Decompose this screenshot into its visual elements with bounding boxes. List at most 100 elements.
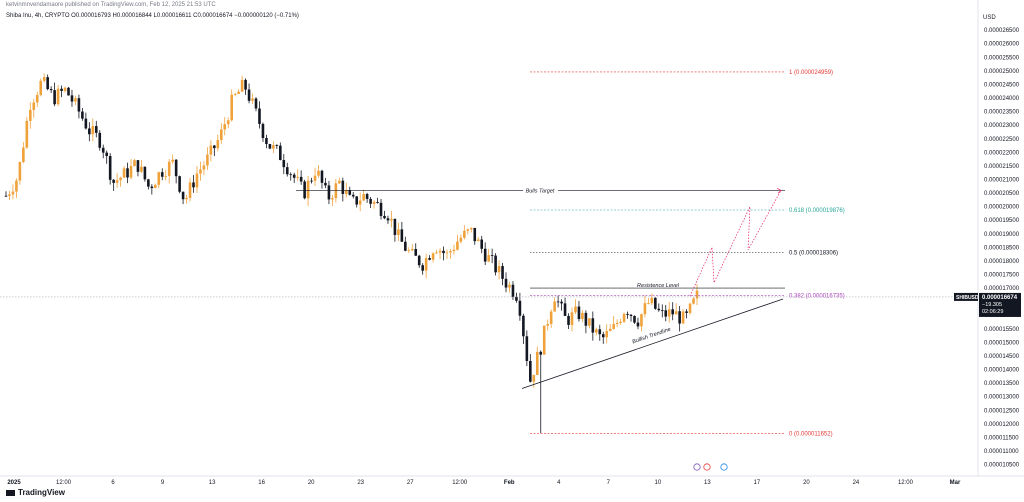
candle-body [119, 177, 122, 181]
price-tick-label: 0.000022000 [984, 150, 1020, 156]
candle-body [692, 298, 695, 304]
candle-body [685, 311, 688, 313]
candle-body [570, 312, 574, 325]
candle-body [466, 229, 470, 231]
candle-body [383, 215, 386, 219]
candle-body [452, 249, 456, 252]
resistance-label: Resistence Level [637, 283, 680, 289]
candle-body [369, 198, 372, 204]
projection-arrowhead [776, 188, 782, 194]
candle-body [678, 311, 681, 324]
candle-body [49, 89, 53, 91]
candle-body [219, 129, 223, 140]
candle-body [140, 166, 143, 172]
candle-body [230, 94, 234, 121]
candle-body [431, 253, 435, 260]
price-tick-label: 0.000015500 [984, 327, 1020, 333]
price-tick-label: 0.000010500 [984, 463, 1020, 469]
candle-body [285, 167, 289, 175]
time-tick-label: 6 [111, 480, 115, 486]
price-tick-label: 0.000025000 [984, 69, 1020, 75]
candle-body [237, 91, 240, 95]
candle-body [497, 266, 501, 273]
candle-body [60, 88, 63, 91]
candle-body [32, 102, 36, 110]
candle-body [459, 237, 463, 242]
candle-body [351, 194, 355, 197]
candle-body [428, 258, 431, 260]
candle-body [567, 315, 570, 325]
economic-event-flag-icon [703, 463, 711, 471]
candle-body [664, 310, 668, 317]
candle-body [372, 201, 376, 204]
candle-body [306, 180, 310, 199]
economic-event-flag-icon [720, 463, 728, 471]
candle-body [344, 190, 348, 194]
currency-label: USD [983, 15, 996, 21]
candle-body [549, 311, 553, 325]
candle-body [101, 147, 105, 153]
candle-body [122, 168, 126, 178]
candle-body [650, 297, 654, 304]
candle-body [647, 303, 650, 304]
candle-body [525, 336, 529, 361]
candle-body [331, 198, 334, 200]
candle-body [39, 80, 43, 95]
candle-body [556, 301, 560, 303]
candle-body [629, 314, 633, 316]
candle-body [112, 179, 115, 183]
candle-body [4, 195, 8, 197]
candle-body [11, 191, 15, 195]
candle-body [386, 218, 390, 221]
candle-body [25, 120, 29, 148]
candle-body [206, 154, 209, 166]
candle-body [324, 182, 327, 186]
candle-body [681, 311, 685, 324]
candle-body [188, 182, 192, 198]
candle-body [494, 255, 497, 273]
candle-body [94, 126, 98, 133]
candle-body [164, 176, 168, 177]
candle-body [15, 180, 18, 192]
candle-body [247, 89, 251, 101]
candle-body [657, 308, 661, 311]
candle-body [636, 322, 640, 327]
price-tick-label: 0.000018500 [984, 245, 1020, 251]
candle-body [355, 196, 359, 205]
candle-body [310, 180, 313, 182]
candle-body [74, 98, 77, 102]
candle-body [213, 145, 216, 149]
symbol-ohlc-line[interactable]: Shiba Inu, 4h, CRYPTO O0.000016793 H0.00… [6, 13, 299, 19]
candle-body [181, 191, 185, 200]
candle-body [532, 374, 536, 382]
candle-body [233, 94, 237, 95]
candle-body [529, 360, 532, 382]
candle-body [511, 284, 515, 297]
price-tick-label: 0.000012000 [984, 422, 1020, 428]
price-tick-label: 0.000019500 [984, 218, 1020, 224]
time-tick-label: 13 [704, 480, 711, 486]
candle-body [365, 194, 369, 199]
time-tick-label: 2025 [7, 480, 21, 486]
candle-body [226, 120, 230, 125]
fib-level-label: 0.5 (0.000018306) [789, 251, 838, 257]
event-flash-icon [693, 463, 701, 471]
candle-body [660, 310, 664, 312]
candle-body [282, 160, 286, 168]
bullish-trendline-label: Bullish Trendline [632, 327, 672, 346]
candle-body [515, 296, 518, 301]
candle-body [560, 301, 563, 304]
candle-body [674, 311, 678, 315]
time-tick-label: 4 [557, 480, 561, 486]
candle-body [105, 152, 108, 157]
candle-body [338, 180, 341, 184]
fib-level-label: 0.618 (0.000019876) [789, 208, 845, 214]
candle-body [35, 94, 39, 103]
candle-body [654, 297, 657, 309]
candle-body [70, 95, 74, 102]
candle-body [449, 251, 452, 253]
time-tick-label: 13 [209, 480, 216, 486]
candle-body [414, 249, 418, 256]
candle-body [622, 313, 626, 322]
